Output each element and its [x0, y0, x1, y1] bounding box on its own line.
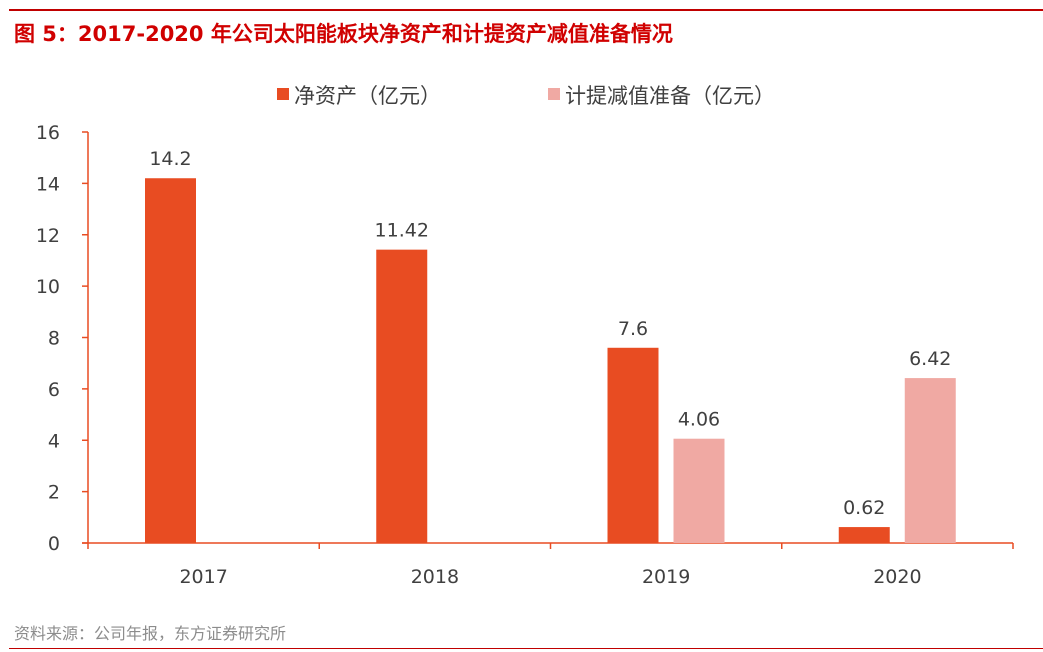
y-tick-label: 14	[36, 173, 60, 195]
figure-title: 图 5：2017-2020 年公司太阳能板块净资产和计提资产减值准备情况	[14, 22, 673, 46]
x-tick-label: 2017	[179, 566, 227, 588]
y-tick-label: 12	[36, 225, 60, 247]
bar-2020-1	[904, 378, 956, 543]
data-label: 6.42	[909, 348, 951, 370]
data-label: 14.2	[149, 148, 191, 170]
data-label: 4.06	[678, 409, 720, 431]
bar-2017-0	[145, 178, 196, 544]
y-tick-label: 0	[48, 533, 60, 555]
y-tick-label: 6	[48, 379, 60, 401]
source-note: 资料来源：公司年报，东方证券研究所	[14, 624, 287, 643]
y-tick-label: 16	[36, 122, 60, 144]
y-tick-label: 2	[48, 482, 60, 504]
y-tick-label: 4	[48, 430, 60, 452]
bar-2020-0	[838, 527, 890, 543]
x-tick-label: 2020	[873, 566, 921, 588]
bar-2019-0	[607, 347, 659, 543]
y-tick-label: 8	[48, 328, 60, 350]
data-label: 7.6	[618, 318, 648, 340]
y-tick-label: 10	[36, 276, 60, 298]
bar-2019-1	[673, 438, 725, 543]
legend-swatch	[277, 88, 289, 100]
x-tick-label: 2019	[642, 566, 690, 588]
legend-label: 净资产（亿元）	[294, 84, 441, 108]
data-label: 0.62	[843, 497, 885, 519]
top-rule	[9, 9, 1043, 11]
x-tick-label: 2018	[411, 566, 459, 588]
legend-swatch	[548, 88, 560, 100]
bottom-rule	[9, 648, 1043, 649]
bar-2018-0	[376, 249, 428, 543]
legend-label: 计提减值准备（亿元）	[565, 84, 775, 108]
data-label: 11.42	[375, 220, 429, 242]
